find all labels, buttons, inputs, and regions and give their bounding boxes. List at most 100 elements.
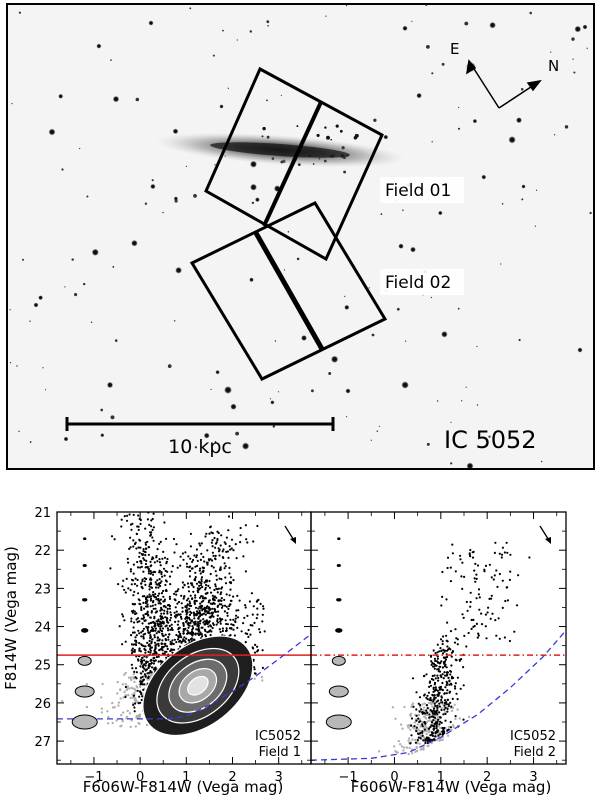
cmd-point [127, 587, 130, 590]
cmd-point [142, 688, 145, 691]
cmd-point [246, 614, 249, 617]
cmd-point [139, 518, 142, 522]
cmd-point [219, 566, 222, 569]
cmd-point [209, 558, 212, 561]
cmd-point [147, 570, 150, 573]
cmd-point [450, 655, 453, 658]
cmd-point [448, 679, 451, 682]
cmd-point [139, 560, 142, 563]
cmd-point [141, 675, 144, 678]
cmd-point [433, 674, 436, 677]
cmd-point [169, 611, 172, 614]
cmd-point [208, 532, 211, 535]
cmd-field-1-contours [142, 635, 254, 737]
cmd-point [174, 616, 177, 619]
star [262, 126, 266, 131]
cmd-point [445, 598, 448, 601]
cmd-point [189, 545, 192, 548]
cmd-point [176, 614, 179, 617]
star [310, 389, 314, 393]
star [90, 321, 93, 323]
y-tick-label: 27 [34, 735, 51, 750]
cmd-point [185, 606, 188, 609]
cmd-point [174, 620, 177, 623]
star [135, 97, 140, 102]
cmd-point [147, 622, 150, 625]
cmd-point [432, 738, 436, 741]
cmd-point [126, 685, 130, 688]
cmd-point [214, 554, 217, 557]
cmd-point [154, 570, 157, 574]
cmd-point [158, 542, 161, 545]
cmd-point [435, 688, 438, 692]
cmd-point [129, 725, 132, 729]
star [472, 118, 478, 124]
cmd-point [187, 639, 190, 642]
cmd-point [458, 659, 461, 662]
cmd-point [148, 631, 151, 634]
cmd-point [213, 588, 216, 592]
cmd-point [192, 558, 195, 562]
cmd-point [213, 608, 217, 611]
cmd-point [183, 584, 186, 587]
cmd-point [476, 636, 479, 639]
cmd-point [447, 725, 451, 729]
cmd-point [160, 621, 163, 624]
star [58, 93, 64, 99]
cmd-point [130, 652, 134, 655]
cmd-point [133, 621, 136, 624]
cmd-point [435, 664, 438, 667]
cmd-point [216, 621, 219, 624]
cmd-point [415, 691, 418, 694]
cmd-point [148, 523, 151, 526]
cmd-point [424, 716, 427, 719]
cmd-point [147, 614, 150, 617]
cmd-point [144, 662, 148, 665]
error-ellipse [336, 564, 341, 567]
cmd-point [219, 622, 222, 625]
cmd-point [478, 608, 481, 611]
cmd-point [164, 583, 167, 587]
completeness-curve [57, 633, 311, 720]
star [383, 134, 389, 140]
cmd-point [223, 562, 226, 565]
cmd-point [154, 651, 157, 654]
cmd-point [141, 578, 144, 581]
cmd-point [472, 618, 475, 621]
cmd-point [181, 581, 184, 584]
cmd-point [438, 739, 441, 742]
cmd-point [205, 620, 208, 623]
cmd-point [133, 706, 136, 709]
cmd-point [195, 582, 199, 585]
cmd-point [182, 630, 185, 633]
cmd-point [137, 659, 140, 662]
cmd-point [136, 566, 140, 569]
error-ellipse [71, 714, 98, 730]
cmd-point [424, 738, 427, 741]
cmd-point [503, 551, 506, 554]
cmd-point [180, 594, 183, 597]
cmd-point [473, 624, 476, 628]
cmd-point [146, 660, 149, 663]
cmd-point [195, 628, 198, 631]
cmd-point [129, 696, 132, 699]
cmd-point [256, 599, 259, 602]
cmd-point [436, 651, 439, 654]
star [376, 430, 379, 432]
star [272, 425, 275, 428]
cmd-point [253, 621, 256, 624]
star [112, 95, 120, 103]
cmd-point [446, 729, 449, 732]
cmd-point [171, 565, 174, 568]
cmd-point [138, 685, 142, 689]
cmd-point [259, 631, 262, 634]
cmd-point [410, 705, 413, 709]
cmd-point [151, 528, 154, 531]
cmd-point [426, 739, 429, 742]
cmd-point [421, 720, 424, 724]
star [21, 258, 25, 261]
cmd-point [403, 705, 406, 709]
cmd-point [446, 640, 449, 643]
star [219, 104, 224, 109]
cmd-point [149, 533, 153, 536]
